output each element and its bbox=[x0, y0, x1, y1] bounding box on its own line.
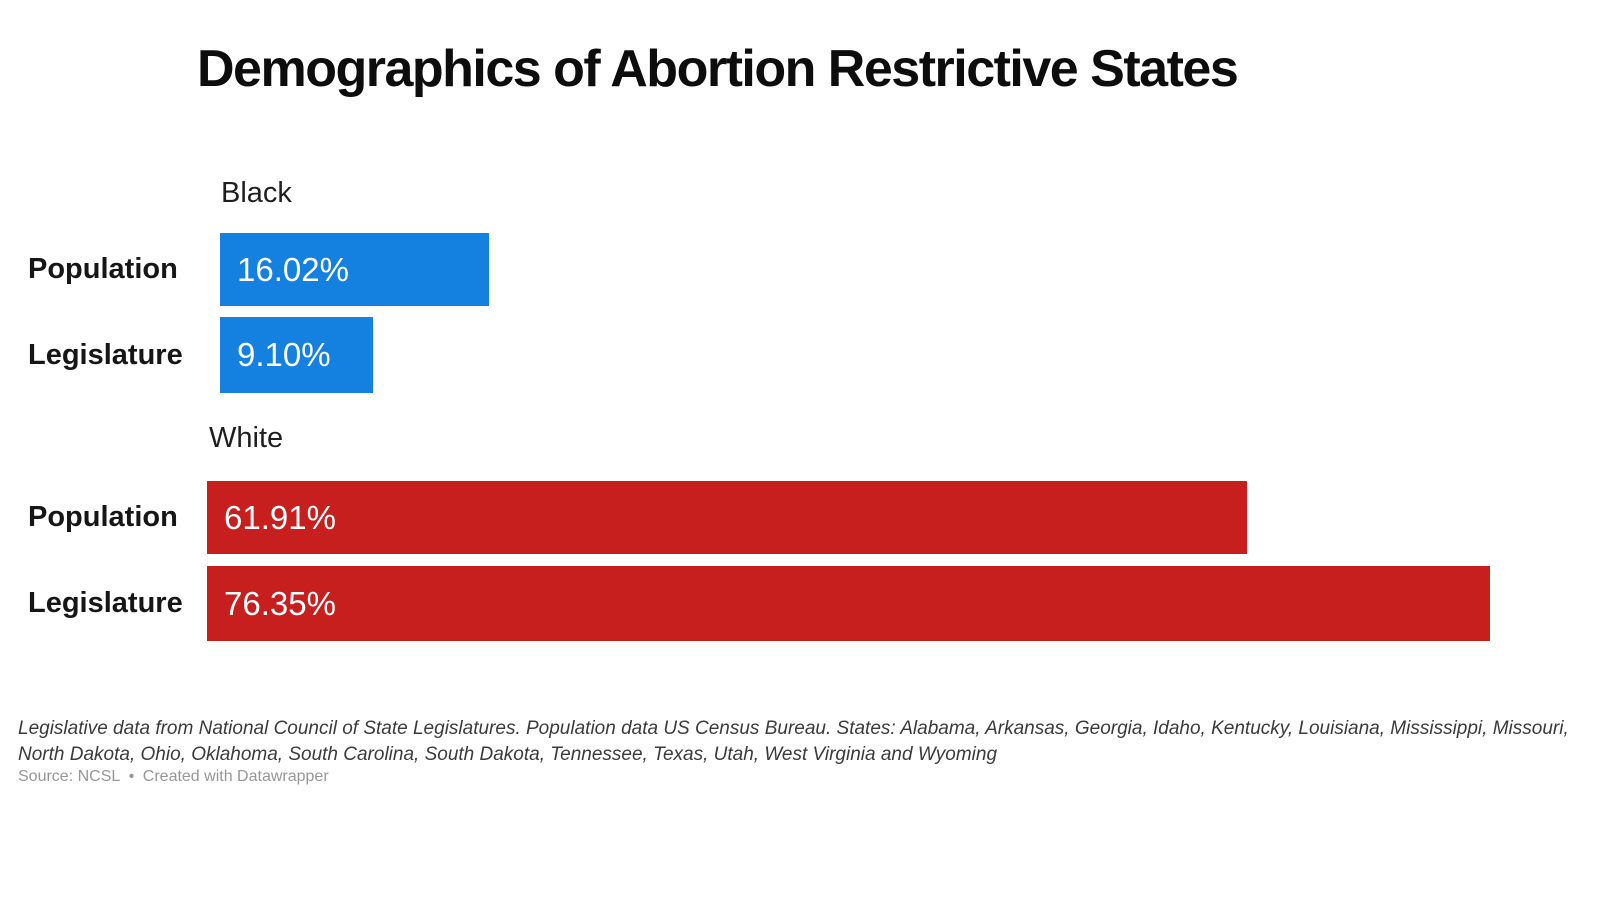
bar-black-legislature: 9.10% bbox=[220, 317, 373, 393]
source-link[interactable]: Source: NCSL bbox=[18, 768, 121, 785]
bar-value-label: 76.35% bbox=[224, 584, 336, 622]
chart-title: Demographics of Abortion Restrictive Sta… bbox=[197, 40, 1239, 98]
bar-value-label: 9.10% bbox=[237, 336, 331, 373]
datawrapper-attribution-link[interactable]: Created with Datawrapper bbox=[142, 768, 329, 785]
row-label-white-population: Population bbox=[28, 501, 178, 533]
group-label-black: Black bbox=[221, 177, 292, 209]
bar-white-population: 61.91% bbox=[207, 481, 1247, 554]
row-label-black-legislature: Legislature bbox=[28, 339, 183, 371]
bar-value-label: 16.02% bbox=[237, 250, 349, 288]
chart-notes: Legislative data from National Council o… bbox=[18, 718, 1569, 766]
bar-white-legislature: 76.35% bbox=[207, 566, 1490, 641]
bar-black-population: 16.02% bbox=[220, 233, 489, 306]
row-label-black-population: Population bbox=[28, 253, 178, 285]
group-label-white: White bbox=[209, 422, 284, 454]
source-separator: • bbox=[128, 768, 135, 785]
bar-value-label: 61.91% bbox=[224, 498, 336, 536]
source-line: Source: NCSL • Created with Datawrapper bbox=[18, 768, 333, 786]
row-label-white-legislature: Legislature bbox=[28, 587, 183, 619]
